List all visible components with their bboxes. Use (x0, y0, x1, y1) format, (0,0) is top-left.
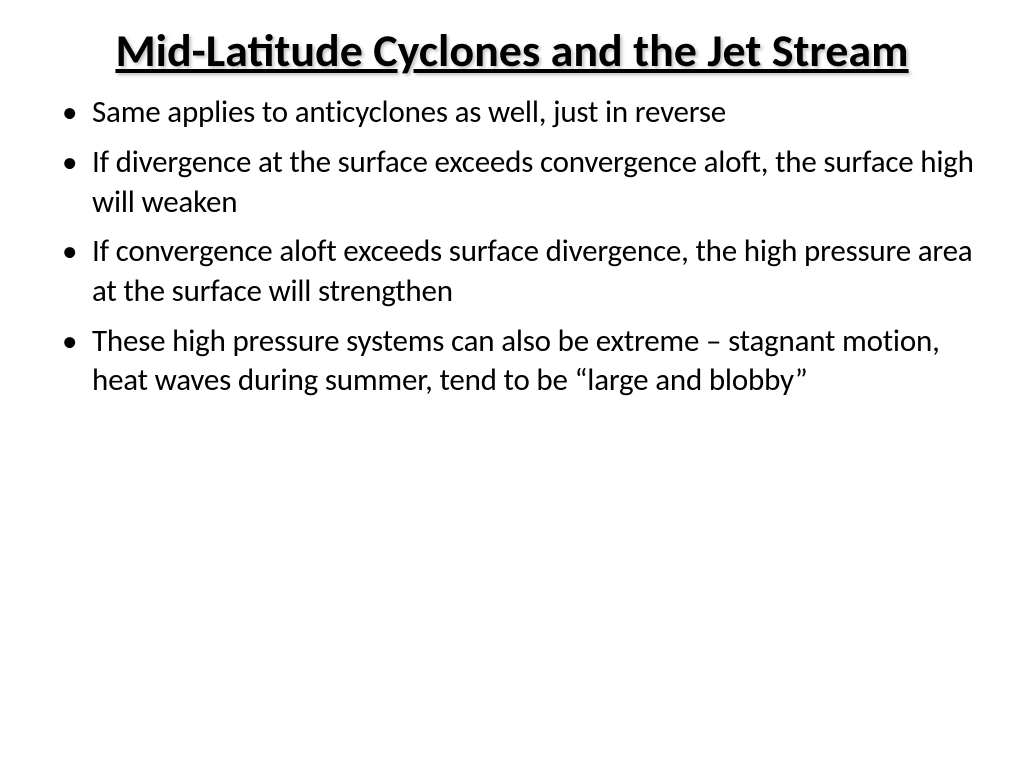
bullet-item: These high pressure systems can also be … (50, 322, 974, 401)
bullet-item: If convergence aloft exceeds surface div… (50, 232, 974, 311)
bullet-list: Same applies to anticyclones as well, ju… (50, 93, 974, 401)
bullet-item: If divergence at the surface exceeds con… (50, 143, 974, 222)
slide-title: Mid-Latitude Cyclones and the Jet Stream (50, 24, 974, 79)
bullet-item: Same applies to anticyclones as well, ju… (50, 93, 974, 133)
